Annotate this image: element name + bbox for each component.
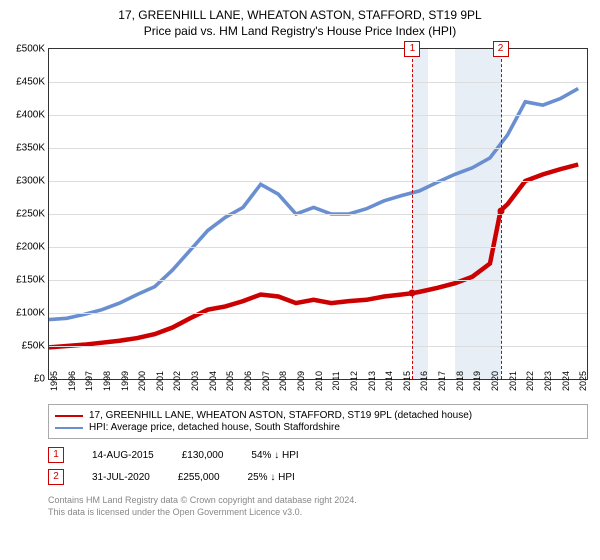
x-tick-label: 2014 <box>384 371 394 391</box>
x-tick-label: 1995 <box>49 371 59 391</box>
x-tick-label: 2020 <box>490 371 500 391</box>
sale-rows: 1 14-AUG-2015 £130,000 54% ↓ HPI 2 31-JU… <box>48 447 588 485</box>
sale-date-2: 31-JUL-2020 <box>92 472 150 483</box>
x-tick-label: 2016 <box>419 371 429 391</box>
sale-row-1: 1 14-AUG-2015 £130,000 54% ↓ HPI <box>48 447 588 463</box>
x-tick-label: 2006 <box>243 371 253 391</box>
footer-line-1: Contains HM Land Registry data © Crown c… <box>48 495 588 507</box>
x-tick-label: 2018 <box>455 371 465 391</box>
y-tick-label: £450K <box>16 77 45 88</box>
y-tick-label: £400K <box>16 110 45 121</box>
legend-label-1: 17, GREENHILL LANE, WHEATON ASTON, STAFF… <box>89 410 472 421</box>
legend-row-1: 17, GREENHILL LANE, WHEATON ASTON, STAFF… <box>55 410 581 421</box>
x-tick-label: 2022 <box>525 371 535 391</box>
x-tick-label: 2008 <box>278 371 288 391</box>
sale-pct-2: 25% ↓ HPI <box>248 472 295 483</box>
y-tick-label: £200K <box>16 242 45 253</box>
y-tick-label: £50K <box>22 341 45 352</box>
x-tick-label: 2011 <box>331 371 341 390</box>
x-tick-label: 2023 <box>543 371 553 391</box>
x-tick-label: 1996 <box>67 371 77 391</box>
sale-price-1: £130,000 <box>182 450 224 461</box>
x-tick-label: 2005 <box>225 371 235 391</box>
x-tick-label: 1998 <box>102 371 112 391</box>
legend: 17, GREENHILL LANE, WHEATON ASTON, STAFF… <box>48 404 588 439</box>
y-tick-label: £350K <box>16 143 45 154</box>
legend-swatch-2 <box>55 427 83 429</box>
x-tick-label: 1997 <box>84 371 94 391</box>
y-tick-label: £300K <box>16 176 45 187</box>
x-tick-label: 2012 <box>349 371 359 391</box>
y-tick-label: £500K <box>16 44 45 55</box>
sale-date-1: 14-AUG-2015 <box>92 450 154 461</box>
x-tick-label: 2007 <box>261 371 271 391</box>
x-tick-label: 2019 <box>472 371 482 391</box>
x-tick-label: 2021 <box>508 371 518 391</box>
chart-marker-1: 1 <box>404 41 420 57</box>
legend-row-2: HPI: Average price, detached house, Sout… <box>55 422 581 433</box>
x-tick-label: 2024 <box>561 371 571 391</box>
y-tick-label: £100K <box>16 308 45 319</box>
footer-line-2: This data is licensed under the Open Gov… <box>48 507 588 519</box>
x-tick-label: 2003 <box>190 371 200 391</box>
title-area: 17, GREENHILL LANE, WHEATON ASTON, STAFF… <box>0 0 600 42</box>
sale-number-2: 2 <box>48 469 64 485</box>
chart-marker-2: 2 <box>493 41 509 57</box>
title-line-1: 17, GREENHILL LANE, WHEATON ASTON, STAFF… <box>0 8 600 22</box>
sale-number-1: 1 <box>48 447 64 463</box>
chart-dot-1 <box>409 290 416 297</box>
title-line-2: Price paid vs. HM Land Registry's House … <box>0 24 600 38</box>
x-tick-label: 2013 <box>367 371 377 391</box>
x-tick-label: 2015 <box>402 371 412 391</box>
plot-area: £0£50K£100K£150K£200K£250K£300K£350K£400… <box>48 48 588 380</box>
x-tick-label: 2025 <box>578 371 588 391</box>
y-tick-label: £0 <box>34 374 45 385</box>
x-tick-label: 2010 <box>314 371 324 391</box>
legend-swatch-1 <box>55 415 83 417</box>
chart: £0£50K£100K£150K£200K£250K£300K£350K£400… <box>48 48 588 398</box>
y-tick-label: £250K <box>16 209 45 220</box>
x-tick-label: 2001 <box>155 371 165 391</box>
sale-pct-1: 54% ↓ HPI <box>251 450 298 461</box>
sale-price-2: £255,000 <box>178 472 220 483</box>
x-tick-label: 1999 <box>120 371 130 391</box>
footer: Contains HM Land Registry data © Crown c… <box>48 495 588 518</box>
x-tick-label: 2000 <box>137 371 147 391</box>
x-tick-label: 2004 <box>208 371 218 391</box>
chart-dot-2 <box>497 207 504 214</box>
sale-row-2: 2 31-JUL-2020 £255,000 25% ↓ HPI <box>48 469 588 485</box>
x-tick-label: 2009 <box>296 371 306 391</box>
y-tick-label: £150K <box>16 275 45 286</box>
x-tick-label: 2017 <box>437 371 447 391</box>
legend-label-2: HPI: Average price, detached house, Sout… <box>89 422 340 433</box>
x-tick-label: 2002 <box>172 371 182 391</box>
